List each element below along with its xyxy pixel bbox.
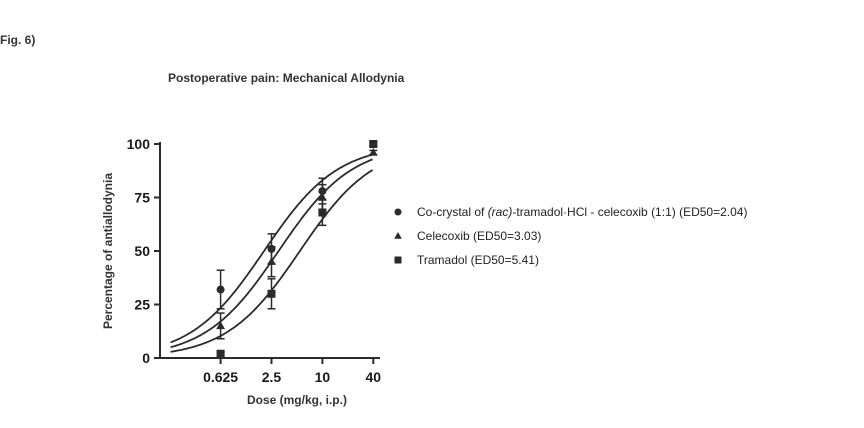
legend: Co-crystal of (rac)-tramadol·HCl - celec… xyxy=(394,205,747,267)
data-point-series-3 xyxy=(369,140,378,148)
legend-marker-series-1 xyxy=(394,208,402,216)
x-tick-label: 40 xyxy=(366,369,382,385)
data-point-series-2 xyxy=(318,192,327,201)
y-tick-label: 50 xyxy=(134,243,150,259)
y-tick-label: 25 xyxy=(134,297,150,313)
legend-label-series-3: Tramadol (ED50=5.41) xyxy=(417,253,539,267)
axes: 0 25 50 75 100 0.625 2.5 10 40 Dose (mg/kg, i.p.)… xyxy=(101,136,381,407)
chart-title: Postoperative pain: Mechanical Allodynia xyxy=(168,71,405,85)
legend-label-series-2: Celecoxib (ED50=3.03) xyxy=(417,229,541,243)
y-tick-label: 75 xyxy=(134,190,150,206)
data-point-series-2 xyxy=(368,147,378,156)
legend-marker-series-2 xyxy=(394,231,402,239)
legend-label-part: (rac) xyxy=(488,205,513,219)
x-tick-label: 0.625 xyxy=(203,369,238,385)
data-point-series-1 xyxy=(216,285,225,294)
legend-marker-series-3 xyxy=(394,256,402,264)
legend-label-part: -tramadol·HCl - celecoxib (1:1) (ED50=2.… xyxy=(512,205,747,219)
x-tick-label: 2.5 xyxy=(262,369,282,385)
data-point-series-2 xyxy=(267,257,276,265)
y-axis-title: Percentage of antiallodynia xyxy=(101,173,115,329)
data-point-series-3 xyxy=(216,349,225,358)
y-tick-label: 100 xyxy=(127,136,151,152)
figure-label: Fig. 6) xyxy=(0,33,36,47)
x-tick-label: 10 xyxy=(315,369,331,385)
data-point-series-2 xyxy=(216,321,225,330)
legend-label-part: Co-crystal of xyxy=(417,205,488,219)
data-points xyxy=(216,140,378,358)
x-axis-title: Dose (mg/kg, i.p.) xyxy=(247,393,347,407)
y-tick-label: 0 xyxy=(142,350,150,366)
legend-label-series-1: Co-crystal of (rac)-tramadol·HCl - celec… xyxy=(417,205,747,219)
data-point-series-3 xyxy=(318,208,327,217)
data-point-series-3 xyxy=(267,289,276,298)
